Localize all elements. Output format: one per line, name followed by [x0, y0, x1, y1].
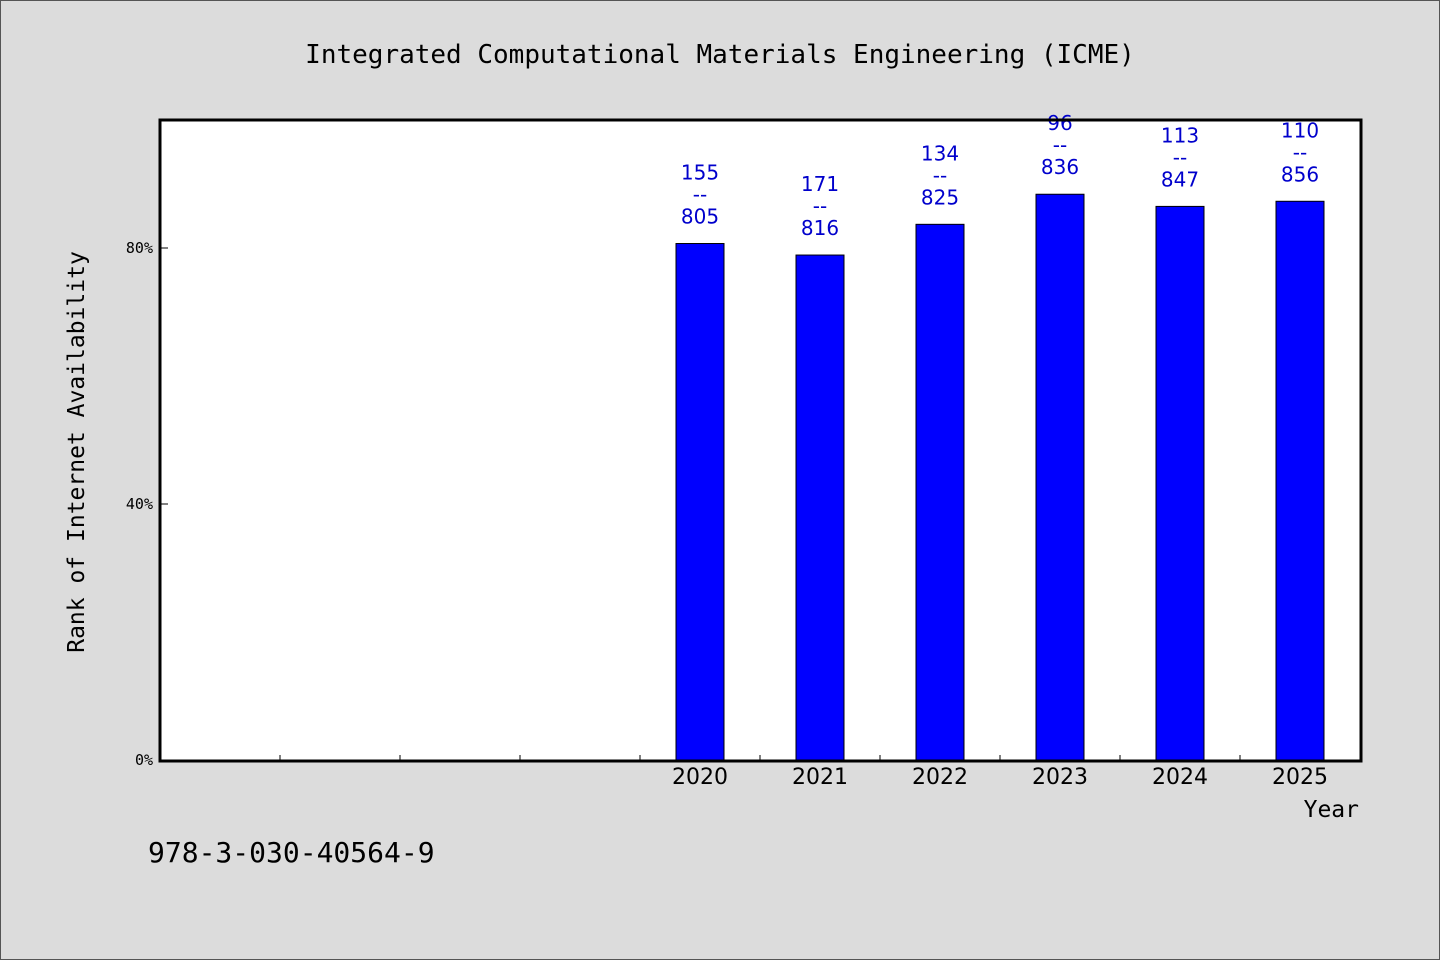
- bar: [675, 243, 725, 761]
- bar-data-label: 96: [1047, 111, 1072, 135]
- x-tick-label: 2021: [792, 765, 848, 790]
- x-ticks-group: 2020 2021 2022 2023 2024 2025: [279, 755, 1328, 790]
- bar-data-label: 171: [801, 172, 839, 196]
- bars-group: [675, 193, 1325, 761]
- bar-data-label: 805: [681, 205, 719, 229]
- chart-title: Integrated Computational Materials Engin…: [305, 40, 1135, 70]
- bar-data-label: 836: [1041, 155, 1079, 179]
- plot-border: [158, 118, 1363, 763]
- x-tick-label: 2022: [912, 765, 968, 790]
- x-tick-label: 2020: [672, 765, 728, 790]
- isbn-text: 978-3-030-40564-9: [148, 836, 435, 869]
- bar: [915, 223, 965, 761]
- bar-data-label: --: [693, 183, 707, 207]
- data-labels-group: 155--805171--816134--82596--836113--8471…: [681, 111, 1319, 240]
- y-tick-label: 40%: [126, 495, 153, 513]
- bar: [795, 254, 845, 761]
- x-axis-label: Year: [1304, 797, 1359, 823]
- bar-data-label: --: [1053, 133, 1067, 157]
- bar-data-label: 134: [921, 141, 959, 165]
- bar: [1155, 205, 1205, 761]
- y-ticks-group: 0% 40% 80%: [126, 239, 168, 769]
- bar-data-label: --: [813, 194, 827, 218]
- bar-data-label: 825: [921, 185, 959, 209]
- bar-data-label: 155: [681, 161, 719, 185]
- bar-data-label: 113: [1161, 123, 1199, 147]
- bar-data-label: --: [1173, 145, 1187, 169]
- y-tick-label: 0%: [135, 751, 153, 769]
- y-tick-label: 80%: [126, 239, 153, 257]
- x-tick-label: 2024: [1152, 765, 1208, 790]
- x-tick-label: 2023: [1032, 765, 1088, 790]
- x-tick-label: 2025: [1272, 765, 1328, 790]
- bar-data-label: 110: [1281, 118, 1319, 142]
- bar-data-label: 847: [1161, 167, 1199, 191]
- bar-data-label: --: [933, 163, 947, 187]
- bar: [1275, 200, 1325, 761]
- bar-data-label: 816: [801, 216, 839, 240]
- bar: [1035, 193, 1085, 761]
- bar-data-label: 856: [1281, 162, 1319, 186]
- bar-data-label: --: [1293, 140, 1307, 164]
- y-axis-label: Rank of Internet Availability: [64, 251, 90, 653]
